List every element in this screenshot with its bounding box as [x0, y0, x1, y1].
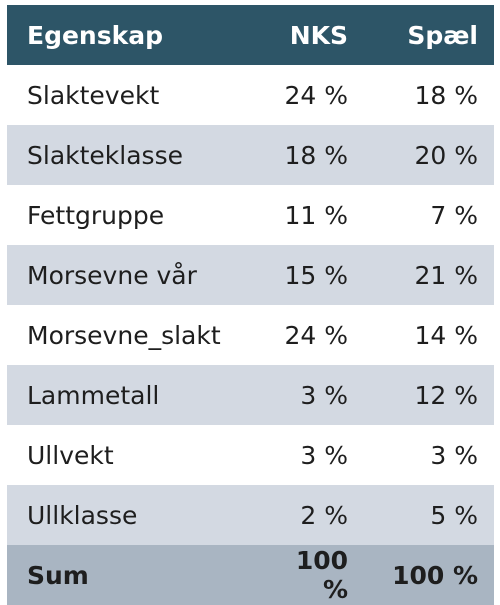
cell: 5 % [430, 500, 478, 530]
cell: 7 % [430, 200, 478, 230]
cell: 24 % [284, 320, 348, 350]
cell: 11 % [284, 200, 348, 230]
cell: 24 % [284, 80, 348, 110]
cell: 12 % [414, 380, 478, 410]
cell: Spæl [407, 20, 478, 50]
cell: Morsevne_slakt [27, 320, 221, 350]
table-row: Morsevne_slakt 24 % 14 % [7, 305, 494, 365]
table-row: Ullvekt 3 % 3 % [7, 425, 494, 485]
cell: Egenskap [27, 20, 163, 50]
cell: 21 % [414, 260, 478, 290]
table-row: Ullklasse 2 % 5 % [7, 485, 494, 545]
cell: Fettgruppe [27, 200, 165, 230]
cell: 20 % [414, 140, 478, 170]
cell: Morsevne vår [27, 260, 197, 290]
cell: NKS [289, 20, 348, 50]
cell: 3 % [300, 380, 348, 410]
table-row: Slakteklasse 18 % 20 % [7, 125, 494, 185]
cell: 14 % [414, 320, 478, 350]
cell: Slaktevekt [27, 80, 160, 110]
cell: 3 % [430, 440, 478, 470]
cell: 2 % [300, 500, 348, 530]
table-row: Slaktevekt 24 % 18 % [7, 65, 494, 125]
cell: 18 % [284, 140, 348, 170]
table-row: Lammetall 3 % 12 % [7, 365, 494, 425]
cell: 100 % [392, 560, 478, 590]
table-row: Morsevne vår 15 % 21 % [7, 245, 494, 305]
cell: Ullklasse [27, 500, 138, 530]
cell: 18 % [414, 80, 478, 110]
table-row: Fettgruppe 11 % 7 % [7, 185, 494, 245]
cell: 100 % [295, 546, 348, 604]
cell: Lammetall [27, 380, 160, 410]
table: Egenskap NKS Spæl Slaktevekt 24 % 18 % Slaktek… [7, 5, 494, 605]
cell: 3 % [300, 440, 348, 470]
cell: Sum [27, 560, 89, 590]
cell: 15 % [284, 260, 348, 290]
header-row: Egenskap NKS Spæl [7, 5, 494, 65]
cell: Slakteklasse [27, 140, 183, 170]
cell: Ullvekt [27, 440, 114, 470]
sum-row: Sum 100 % 100 % [7, 545, 494, 605]
